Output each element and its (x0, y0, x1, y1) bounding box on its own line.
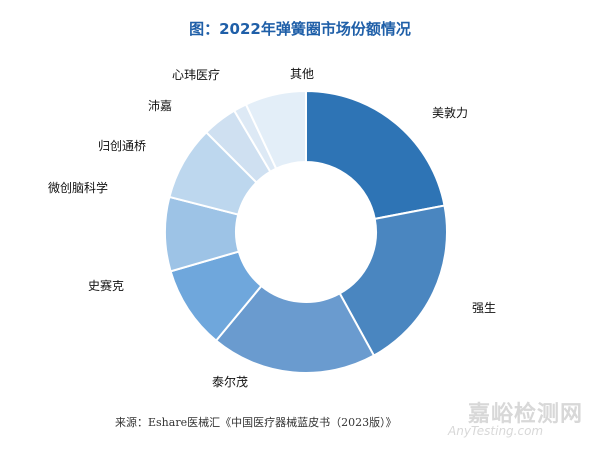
slice-label-1: 强生 (472, 301, 496, 315)
source-note: 来源：Eshare医械汇《中国医疗器械蓝皮书（2023版）》 (115, 416, 397, 429)
slice-label-7: 心玮医疗 (172, 68, 220, 82)
slice-2 (214, 284, 376, 374)
slice-1 (338, 204, 448, 357)
slice-label-4: 微创脑科学 (48, 180, 108, 195)
slice-label-5: 归创通桥 (98, 139, 146, 153)
slice-label-8: 其他 (290, 67, 314, 81)
slice-label-3: 史赛克 (88, 278, 124, 293)
slice-label-2: 泰尔茂 (212, 374, 248, 389)
slice-8 (244, 89, 307, 170)
slice-0 (305, 89, 446, 221)
slice-label-6: 沛嘉 (148, 99, 172, 113)
watermark-subtext: AnyTesting.com (448, 424, 544, 438)
slice-label-0: 美敦力 (432, 105, 468, 120)
chart-title: 图：2022年弹簧圈市场份额情况 (189, 20, 411, 38)
watermark-text: 嘉峪检测网 (468, 402, 584, 427)
